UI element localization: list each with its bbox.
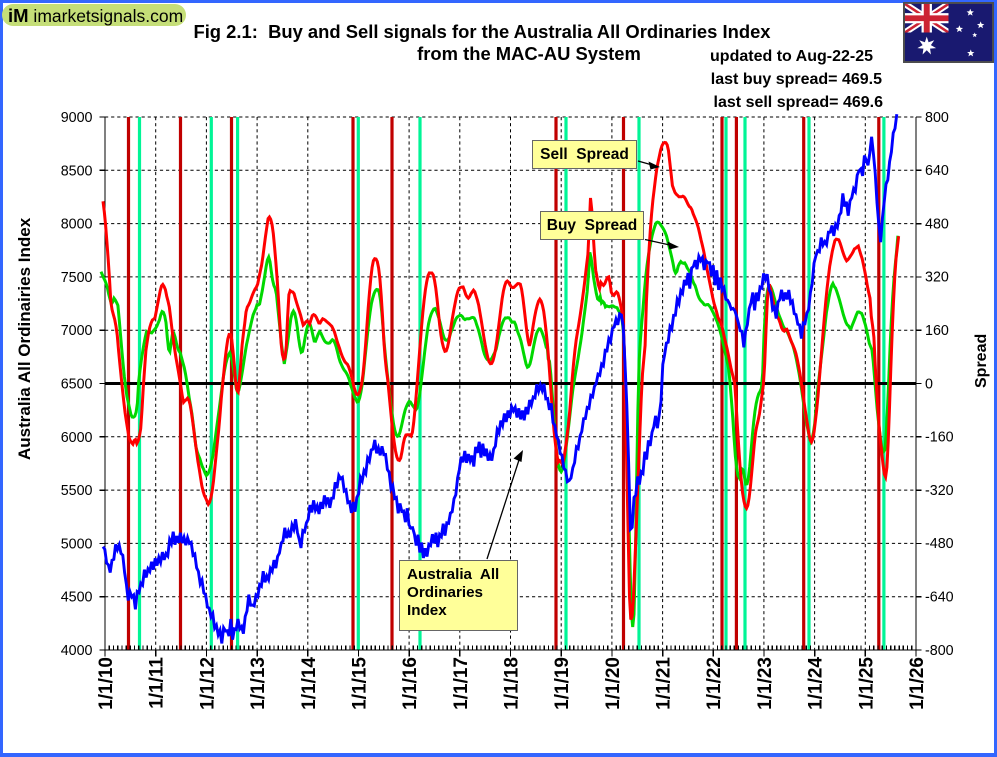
- svg-text:1/1/26: 1/1/26: [907, 657, 928, 710]
- svg-text:1/1/15: 1/1/15: [349, 657, 370, 710]
- svg-text:1/1/17: 1/1/17: [451, 657, 472, 710]
- svg-text:1/1/14: 1/1/14: [299, 657, 320, 710]
- svg-text:1/1/13: 1/1/13: [248, 657, 269, 710]
- svg-text:1/1/24: 1/1/24: [806, 657, 827, 710]
- svg-text:-160: -160: [925, 430, 954, 446]
- svg-text:-320: -320: [925, 483, 954, 499]
- svg-text:-480: -480: [925, 536, 954, 552]
- svg-text:0: 0: [925, 376, 933, 392]
- svg-text:7500: 7500: [61, 270, 93, 286]
- svg-text:320: 320: [925, 270, 949, 286]
- svg-text:4000: 4000: [61, 643, 93, 659]
- svg-text:1/1/12: 1/1/12: [197, 657, 218, 710]
- svg-text:-640: -640: [925, 590, 954, 606]
- svg-text:1/1/11: 1/1/11: [147, 657, 168, 709]
- svg-text:6000: 6000: [61, 430, 93, 446]
- svg-text:1/1/10: 1/1/10: [96, 657, 117, 710]
- svg-text:7000: 7000: [61, 323, 93, 339]
- svg-text:1/1/25: 1/1/25: [856, 657, 877, 710]
- svg-text:1/1/22: 1/1/22: [704, 657, 725, 710]
- svg-text:1/1/23: 1/1/23: [755, 657, 776, 710]
- svg-text:4500: 4500: [61, 590, 93, 606]
- svg-text:5000: 5000: [61, 536, 93, 552]
- svg-text:480: 480: [925, 216, 949, 232]
- svg-text:8500: 8500: [61, 163, 93, 179]
- svg-text:1/1/20: 1/1/20: [603, 657, 624, 710]
- svg-text:800: 800: [925, 110, 949, 126]
- svg-text:-800: -800: [925, 643, 954, 659]
- svg-text:160: 160: [925, 323, 949, 339]
- svg-text:6500: 6500: [61, 377, 93, 393]
- svg-text:8000: 8000: [61, 217, 93, 233]
- svg-text:1/1/16: 1/1/16: [400, 657, 421, 710]
- svg-text:1/1/21: 1/1/21: [654, 657, 675, 710]
- svg-text:9000: 9000: [61, 110, 93, 126]
- svg-text:1/1/18: 1/1/18: [502, 657, 523, 710]
- svg-text:1/1/19: 1/1/19: [552, 657, 573, 710]
- svg-text:640: 640: [925, 163, 949, 179]
- svg-text:5500: 5500: [61, 483, 93, 499]
